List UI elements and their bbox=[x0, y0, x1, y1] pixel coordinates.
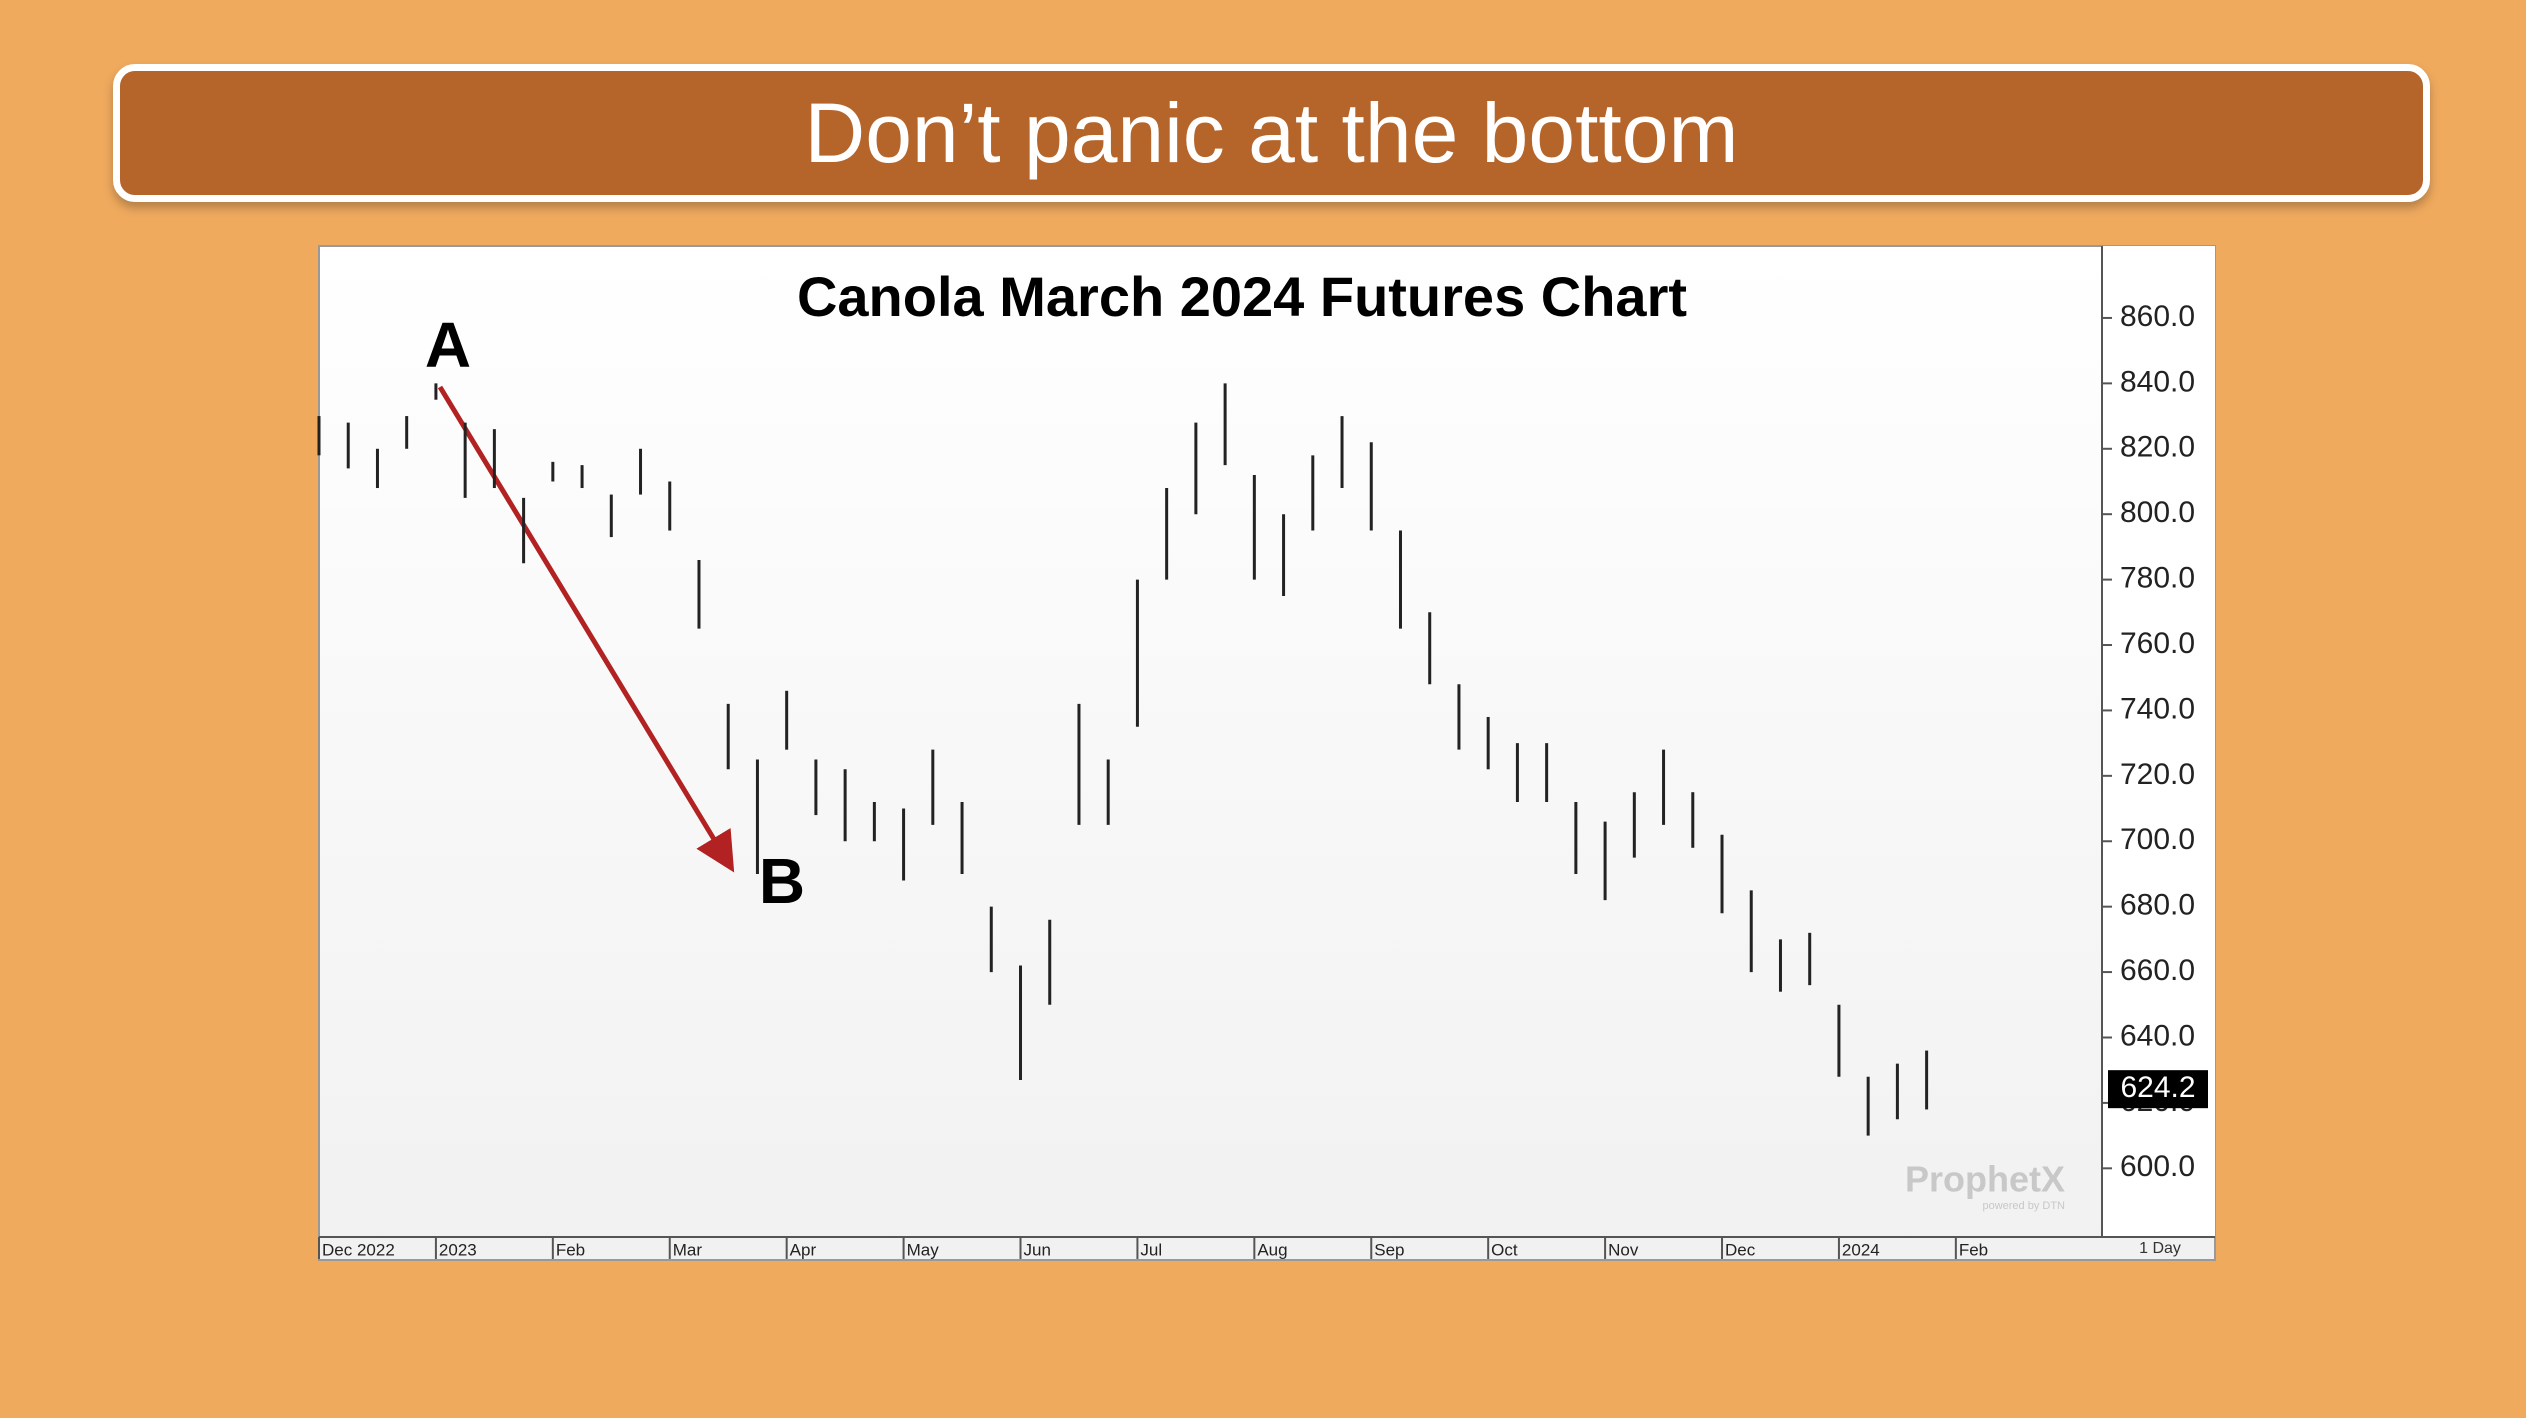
x-tick-label: Nov bbox=[1608, 1240, 1639, 1259]
watermark-sub: powered by DTN bbox=[1982, 1200, 2065, 1212]
chart-panel bbox=[318, 245, 2216, 1261]
chart-title: Canola March 2024 Futures Chart bbox=[797, 265, 1687, 328]
interval-label: 1 Day bbox=[2139, 1240, 2181, 1257]
x-tick-label: Oct bbox=[1491, 1240, 1518, 1259]
y-tick-label: 700.0 bbox=[2120, 823, 2195, 856]
y-tick-label: 840.0 bbox=[2120, 365, 2195, 398]
y-tick-label: 680.0 bbox=[2120, 889, 2195, 922]
x-tick-label: Mar bbox=[673, 1240, 703, 1259]
x-tick-label: Dec bbox=[1725, 1240, 1756, 1259]
y-tick-label: 640.0 bbox=[2120, 1019, 2195, 1052]
x-tick-label: Apr bbox=[790, 1240, 817, 1259]
last-price-label: 624.2 bbox=[2120, 1071, 2195, 1104]
y-tick-label: 600.0 bbox=[2120, 1150, 2195, 1183]
title-banner: Don’t panic at the bottom bbox=[113, 64, 2430, 202]
x-tick-label: Dec 2022 bbox=[322, 1240, 395, 1259]
watermark: ProphetX bbox=[1905, 1159, 2065, 1200]
x-tick-label: 2023 bbox=[439, 1240, 477, 1259]
y-tick-label: 860.0 bbox=[2120, 300, 2195, 333]
x-tick-label: Feb bbox=[556, 1240, 585, 1259]
x-tick-label: Sep bbox=[1374, 1240, 1404, 1259]
x-tick-label: Aug bbox=[1257, 1240, 1287, 1259]
slide-title: Don’t panic at the bottom bbox=[804, 85, 1739, 180]
arrow bbox=[437, 385, 735, 873]
last-price-tag bbox=[2108, 1070, 2208, 1109]
x-tick-label: Jul bbox=[1140, 1240, 1162, 1259]
y-tick-label: 720.0 bbox=[2120, 758, 2195, 791]
y-tick-label: 800.0 bbox=[2120, 496, 2195, 529]
x-tick-label: Jun bbox=[1024, 1240, 1051, 1259]
x-tick-label: May bbox=[907, 1240, 940, 1259]
y-tick-label: 820.0 bbox=[2120, 431, 2195, 464]
y-tick-label: 660.0 bbox=[2120, 954, 2195, 987]
y-tick-label: 740.0 bbox=[2120, 692, 2195, 725]
annotation: A bbox=[425, 309, 471, 381]
x-tick-label: 2024 bbox=[1842, 1240, 1880, 1259]
annotation: B bbox=[759, 845, 805, 917]
x-tick-label: Feb bbox=[1959, 1240, 1988, 1259]
y-tick-label: 760.0 bbox=[2120, 627, 2195, 660]
y-tick-label: 780.0 bbox=[2120, 562, 2195, 595]
